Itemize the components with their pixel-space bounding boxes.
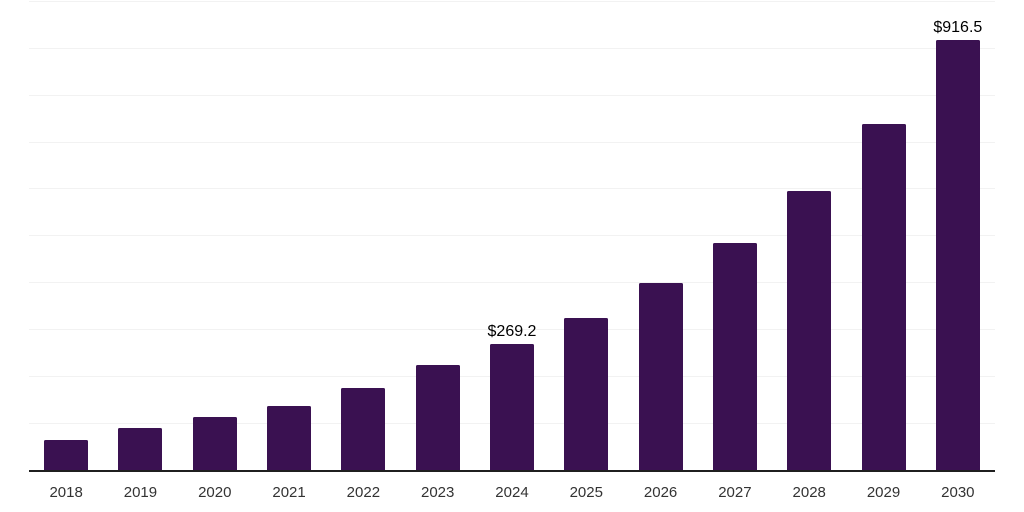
data-label-2030: $916.5	[933, 18, 983, 36]
x-tick-2019: 2019	[123, 484, 158, 501]
x-tick-2025: 2025	[569, 484, 603, 501]
bar-2030	[935, 39, 980, 470]
x-tick-2027: 2027	[718, 484, 752, 501]
x-tick-2028: 2028	[792, 484, 826, 501]
gridline-400	[29, 282, 995, 284]
bar-2026	[638, 283, 683, 470]
bar-2019	[118, 428, 163, 470]
x-tick-2021: 2021	[272, 484, 306, 501]
gridline-900	[29, 47, 995, 49]
bar-2022	[341, 388, 386, 470]
x-tick-2020: 2020	[198, 484, 232, 501]
bar-2029	[861, 124, 906, 470]
plot-area: $269.2 $916.5	[29, 0, 995, 470]
gridline-600	[29, 188, 995, 190]
gridline-700	[29, 141, 995, 143]
bar-2025	[564, 317, 609, 470]
bar-2027	[712, 242, 757, 470]
bar-2018	[44, 439, 89, 470]
bar-2028	[787, 190, 832, 470]
bar-2020	[192, 416, 237, 470]
gridline-500	[29, 235, 995, 237]
gridline-800	[29, 94, 995, 96]
x-tick-2024: 2024	[495, 484, 529, 501]
x-tick-2030: 2030	[941, 484, 975, 501]
bar-2021	[267, 406, 312, 470]
data-label-2024: $269.2	[487, 322, 537, 340]
bar-2023	[415, 364, 460, 470]
x-tick-2023: 2023	[420, 484, 455, 501]
bar-2024	[490, 343, 534, 470]
x-tick-2018: 2018	[49, 484, 83, 501]
x-tick-2022: 2022	[346, 484, 381, 501]
x-tick-2026: 2026	[643, 484, 678, 501]
x-axis-line	[29, 470, 995, 472]
gridline-300	[29, 329, 995, 331]
gridline-1000	[29, 0, 995, 2]
x-tick-2029: 2029	[866, 484, 901, 501]
